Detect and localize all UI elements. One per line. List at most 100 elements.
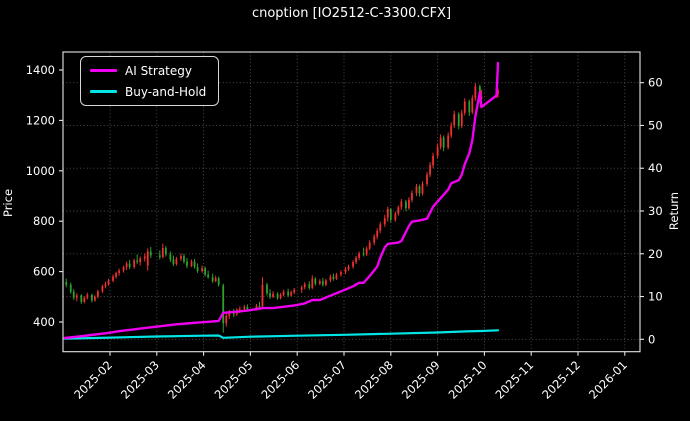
candle-body xyxy=(225,315,228,324)
candle-body xyxy=(362,253,365,255)
candle-body xyxy=(146,251,149,266)
x-tick-label: 2025-05 xyxy=(212,358,256,402)
candle-body xyxy=(190,261,193,267)
candle-body xyxy=(175,259,178,265)
right-tick-label: 40 xyxy=(648,161,663,175)
candle-body xyxy=(471,98,474,113)
left-tick-label: 800 xyxy=(33,214,55,228)
candle-body xyxy=(180,255,182,259)
candle-body xyxy=(258,305,261,308)
candle-body xyxy=(314,278,317,284)
candle-body xyxy=(272,293,274,297)
candle-body xyxy=(128,263,131,268)
candle-body xyxy=(261,284,264,307)
candle-body xyxy=(379,224,382,231)
candle-body xyxy=(400,201,403,208)
y-axis-label-return: Return xyxy=(667,191,681,231)
candle-body xyxy=(293,289,296,293)
candle-body xyxy=(269,293,271,297)
candle-body xyxy=(386,209,389,218)
candle-body xyxy=(97,291,99,297)
legend-line-swatch xyxy=(90,68,117,73)
candle-body xyxy=(318,281,321,284)
x-tick-label: 2026-01 xyxy=(586,358,630,402)
candle-body xyxy=(279,294,282,299)
candle-body xyxy=(196,267,199,272)
candle-body xyxy=(83,297,86,302)
candle-body xyxy=(136,260,139,263)
left-tick-label: 600 xyxy=(33,265,55,279)
candle-body xyxy=(112,276,114,281)
candle-body xyxy=(450,125,453,136)
candle-body xyxy=(397,207,400,214)
candle-body xyxy=(290,292,293,296)
right-tick-label: 10 xyxy=(648,290,663,304)
candle-body xyxy=(376,230,379,237)
candle-body xyxy=(418,186,421,194)
candle-body xyxy=(457,114,460,126)
right-tick-label: 20 xyxy=(648,247,663,261)
candle-body xyxy=(389,209,392,220)
candle-body xyxy=(426,174,428,184)
candle-body xyxy=(183,255,185,262)
candle-body xyxy=(311,278,314,288)
candle-body xyxy=(118,270,120,274)
candle-body xyxy=(80,295,83,302)
candle-body xyxy=(238,308,241,310)
candle-body xyxy=(468,101,471,113)
plot-border xyxy=(62,51,641,353)
candle-body xyxy=(421,183,424,194)
candle-body xyxy=(86,294,89,298)
candle-body xyxy=(222,285,225,324)
candle-body xyxy=(373,236,376,243)
right-tick-label: 30 xyxy=(648,204,663,218)
candle-body xyxy=(497,90,499,94)
buy-and-hold-line xyxy=(63,329,500,340)
chart-title: cnoption [IO2512-C-3300.CFX] xyxy=(251,6,452,21)
x-tick-label: 2025-04 xyxy=(165,358,209,402)
candle-body xyxy=(143,256,146,259)
candle-body xyxy=(232,312,235,315)
candle-body xyxy=(308,284,311,288)
x-tick-label: 2025-06 xyxy=(258,358,302,402)
candle-body xyxy=(72,291,75,298)
candle-body xyxy=(408,199,410,209)
candle-body xyxy=(75,295,78,298)
candle-body xyxy=(255,305,258,310)
candle-body xyxy=(186,261,188,267)
candle-body xyxy=(287,291,290,296)
candle-body xyxy=(282,291,285,295)
y-axis-label-price: Price xyxy=(1,188,15,218)
candle-body xyxy=(365,248,368,255)
candle-body xyxy=(90,294,93,301)
right-tick-label: 0 xyxy=(648,332,655,346)
candle-body xyxy=(243,306,246,309)
left-tick-label: 1400 xyxy=(26,63,55,77)
x-tick-label: 2025-11 xyxy=(492,358,536,402)
candle-body xyxy=(355,257,357,263)
candle-body xyxy=(125,263,128,268)
candle-body xyxy=(139,258,142,263)
candle-body xyxy=(228,312,231,316)
candle-body xyxy=(193,261,196,268)
candle-body xyxy=(207,274,210,278)
candle-body xyxy=(368,242,371,249)
candle-body xyxy=(69,284,72,292)
x-tick-label: 2025-03 xyxy=(118,358,162,402)
x-tick-label: 2025-02 xyxy=(71,358,115,402)
x-tick-label: 2025-08 xyxy=(352,358,396,402)
candle-body xyxy=(442,137,445,148)
x-tick-label: 2025-07 xyxy=(305,358,349,402)
candle-body xyxy=(169,254,172,260)
candle-body xyxy=(383,218,386,225)
candle-body xyxy=(404,201,407,209)
candle-body xyxy=(164,247,167,255)
candle-body xyxy=(344,269,347,273)
candle-body xyxy=(115,273,117,277)
candle-body xyxy=(211,277,214,282)
legend-item-ai-strategy: AI Strategy xyxy=(90,62,206,79)
legend-label: AI Strategy xyxy=(125,63,192,78)
candle-body xyxy=(172,259,175,265)
candle-body xyxy=(352,262,354,267)
